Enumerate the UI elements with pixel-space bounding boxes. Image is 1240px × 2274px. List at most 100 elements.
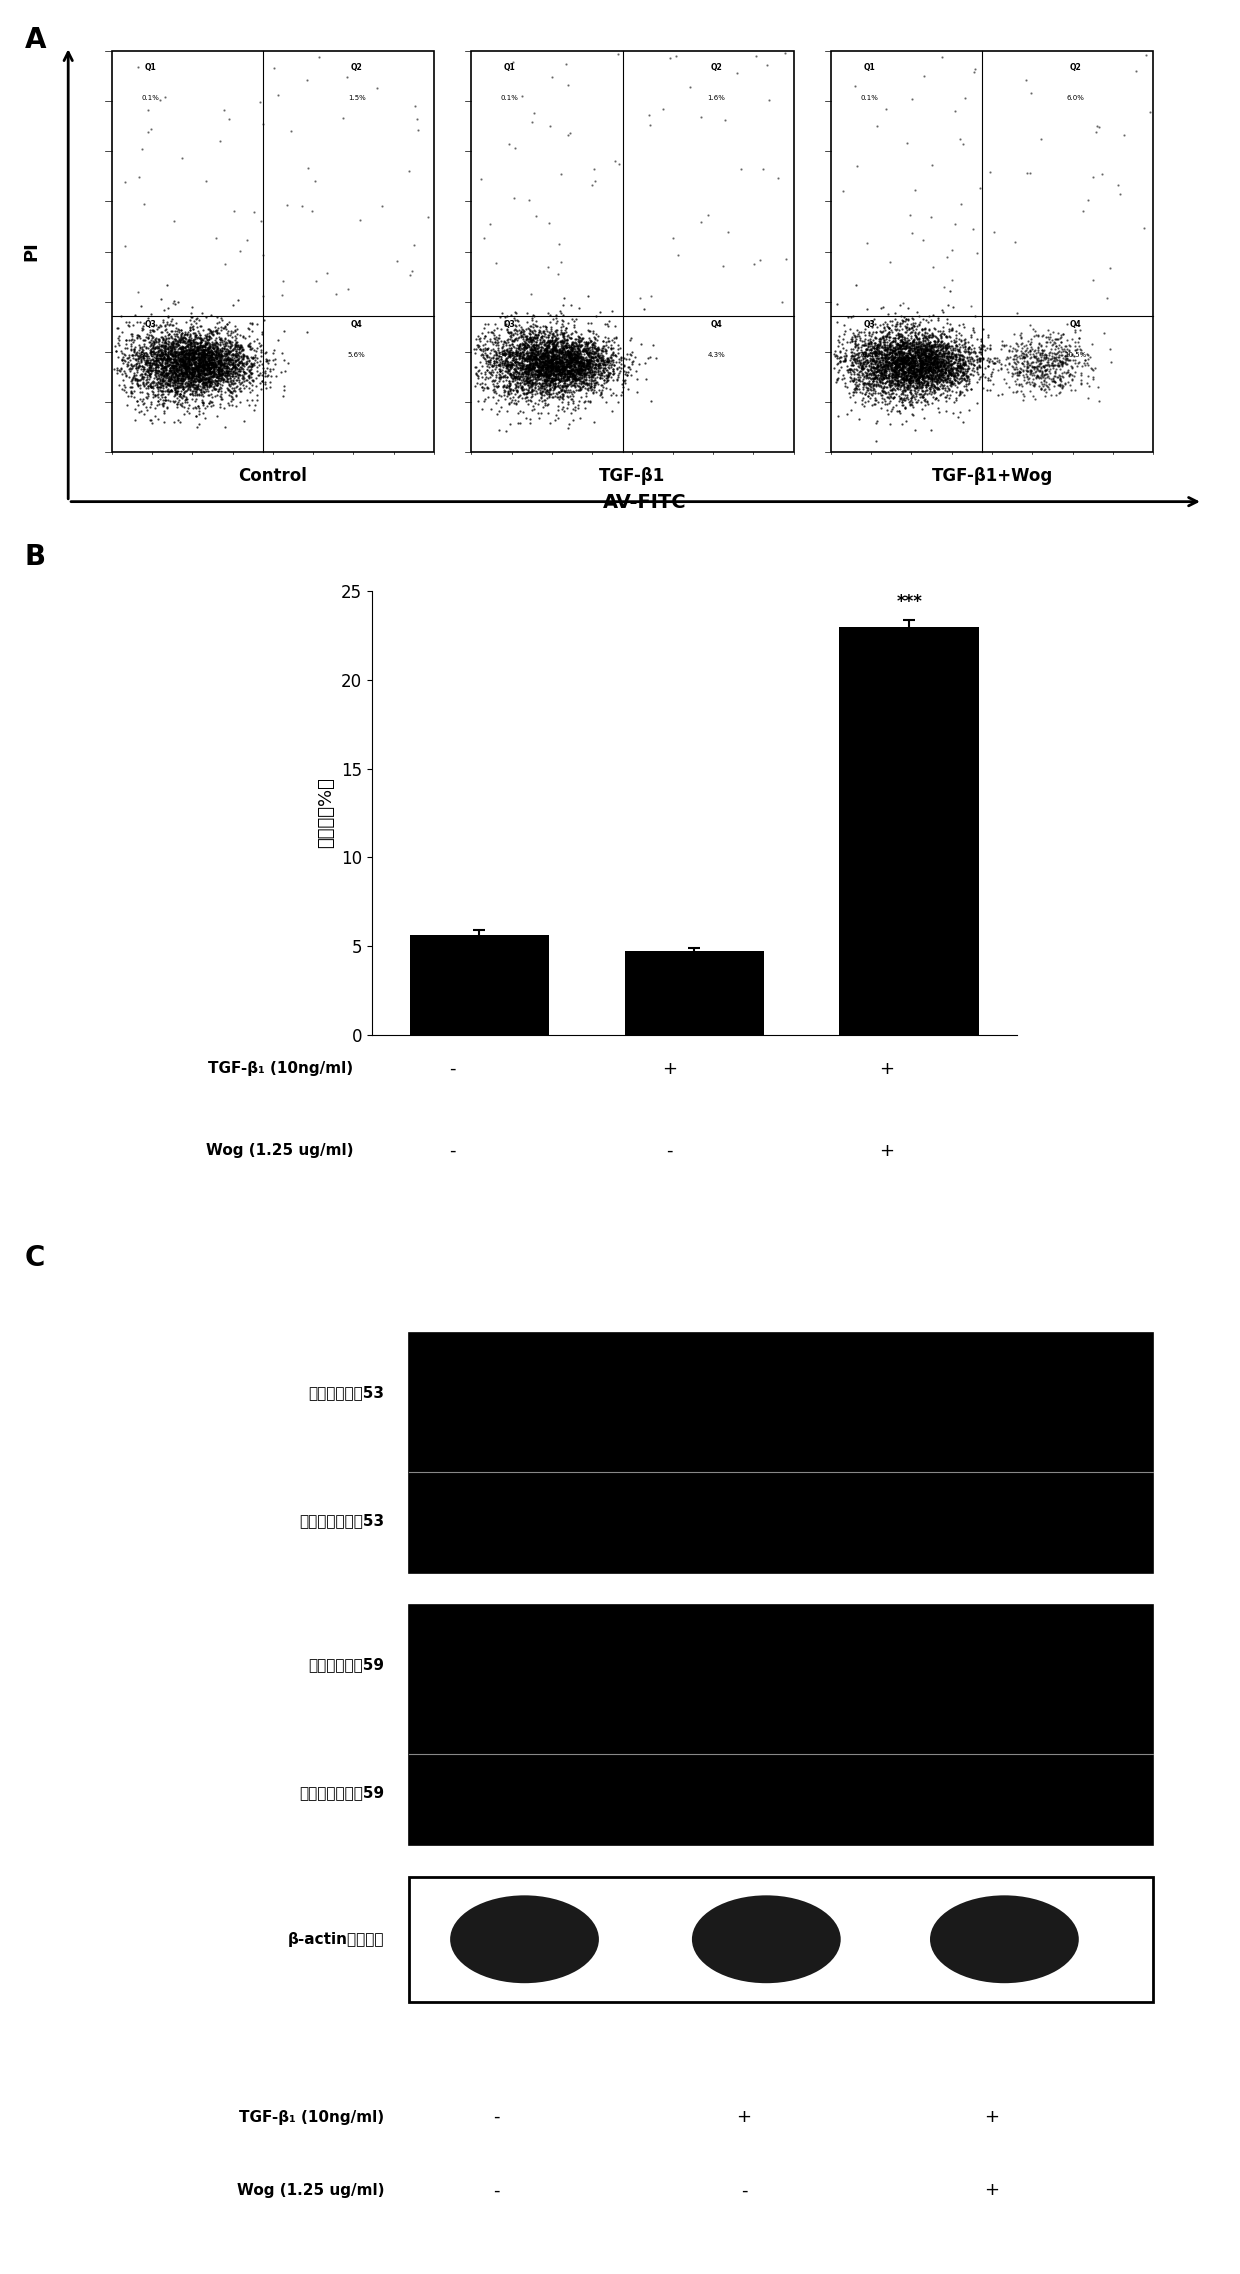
Point <box>906 373 926 409</box>
Point <box>128 302 148 339</box>
Point <box>170 348 190 384</box>
Point <box>885 323 905 359</box>
Point <box>151 323 171 359</box>
Point <box>565 343 585 380</box>
Point <box>553 318 573 355</box>
Point <box>552 323 572 359</box>
Point <box>569 346 589 382</box>
Point <box>544 348 564 384</box>
Point <box>583 334 603 371</box>
Point <box>490 346 510 382</box>
Point <box>570 337 590 373</box>
Point <box>532 330 552 366</box>
Point <box>508 339 528 375</box>
Point <box>511 364 531 400</box>
Point <box>911 355 931 391</box>
Point <box>923 355 942 391</box>
Point <box>935 330 955 366</box>
Point <box>143 373 162 409</box>
Point <box>200 312 219 348</box>
Point <box>160 348 180 384</box>
Point <box>217 352 237 389</box>
Point <box>192 384 212 421</box>
Point <box>526 364 546 400</box>
Point <box>148 339 167 375</box>
Point <box>877 348 897 384</box>
Point <box>162 339 182 375</box>
Point <box>553 316 573 352</box>
Point <box>911 334 931 371</box>
Point <box>895 343 915 380</box>
Point <box>857 359 877 396</box>
Point <box>579 352 599 389</box>
Point <box>487 339 507 375</box>
Point <box>895 321 915 357</box>
Point <box>534 327 554 364</box>
Point <box>222 355 242 391</box>
Point <box>880 330 900 366</box>
Point <box>231 371 250 407</box>
Point <box>512 330 532 366</box>
Point <box>941 312 961 348</box>
Point <box>179 357 198 393</box>
Point <box>837 323 857 359</box>
Point <box>553 307 573 343</box>
Point <box>899 334 919 371</box>
Point <box>211 343 231 380</box>
Point <box>888 348 908 384</box>
Point <box>544 348 564 384</box>
Point <box>206 350 226 387</box>
Point <box>546 339 565 375</box>
Point <box>906 348 926 384</box>
Point <box>234 352 254 389</box>
Point <box>164 321 184 357</box>
Point <box>154 330 174 366</box>
Point <box>543 316 563 352</box>
Point <box>150 337 170 373</box>
Point <box>549 364 569 400</box>
Point <box>1024 332 1044 368</box>
Point <box>155 337 175 373</box>
Point <box>239 325 259 362</box>
Point <box>918 327 937 364</box>
Point <box>870 348 890 384</box>
Point <box>160 343 180 380</box>
Point <box>575 334 595 371</box>
Point <box>923 339 942 375</box>
Point <box>164 362 184 398</box>
Point <box>888 348 908 384</box>
Point <box>534 357 554 393</box>
Text: +: + <box>985 2181 999 2199</box>
Point <box>558 355 578 391</box>
Point <box>852 350 872 387</box>
Point <box>549 352 569 389</box>
Point <box>227 368 247 405</box>
Point <box>920 357 940 393</box>
Point <box>180 327 200 364</box>
Point <box>170 339 190 375</box>
Point <box>177 359 197 396</box>
Point <box>936 352 956 389</box>
Point <box>1055 339 1075 375</box>
Point <box>174 357 193 393</box>
Point <box>825 350 844 387</box>
Point <box>954 355 973 391</box>
Point <box>133 362 153 398</box>
Point <box>192 339 212 375</box>
Point <box>150 366 170 402</box>
Point <box>542 343 562 380</box>
Point <box>866 334 885 371</box>
Point <box>904 359 924 396</box>
Point <box>527 348 547 384</box>
Point <box>588 346 608 382</box>
Point <box>1033 348 1053 384</box>
Point <box>877 330 897 366</box>
Point <box>940 348 960 384</box>
Point <box>580 352 600 389</box>
Point <box>564 307 584 343</box>
Point <box>916 346 936 382</box>
Point <box>141 330 161 366</box>
Point <box>187 350 207 387</box>
Point <box>935 371 955 407</box>
Point <box>190 377 210 414</box>
